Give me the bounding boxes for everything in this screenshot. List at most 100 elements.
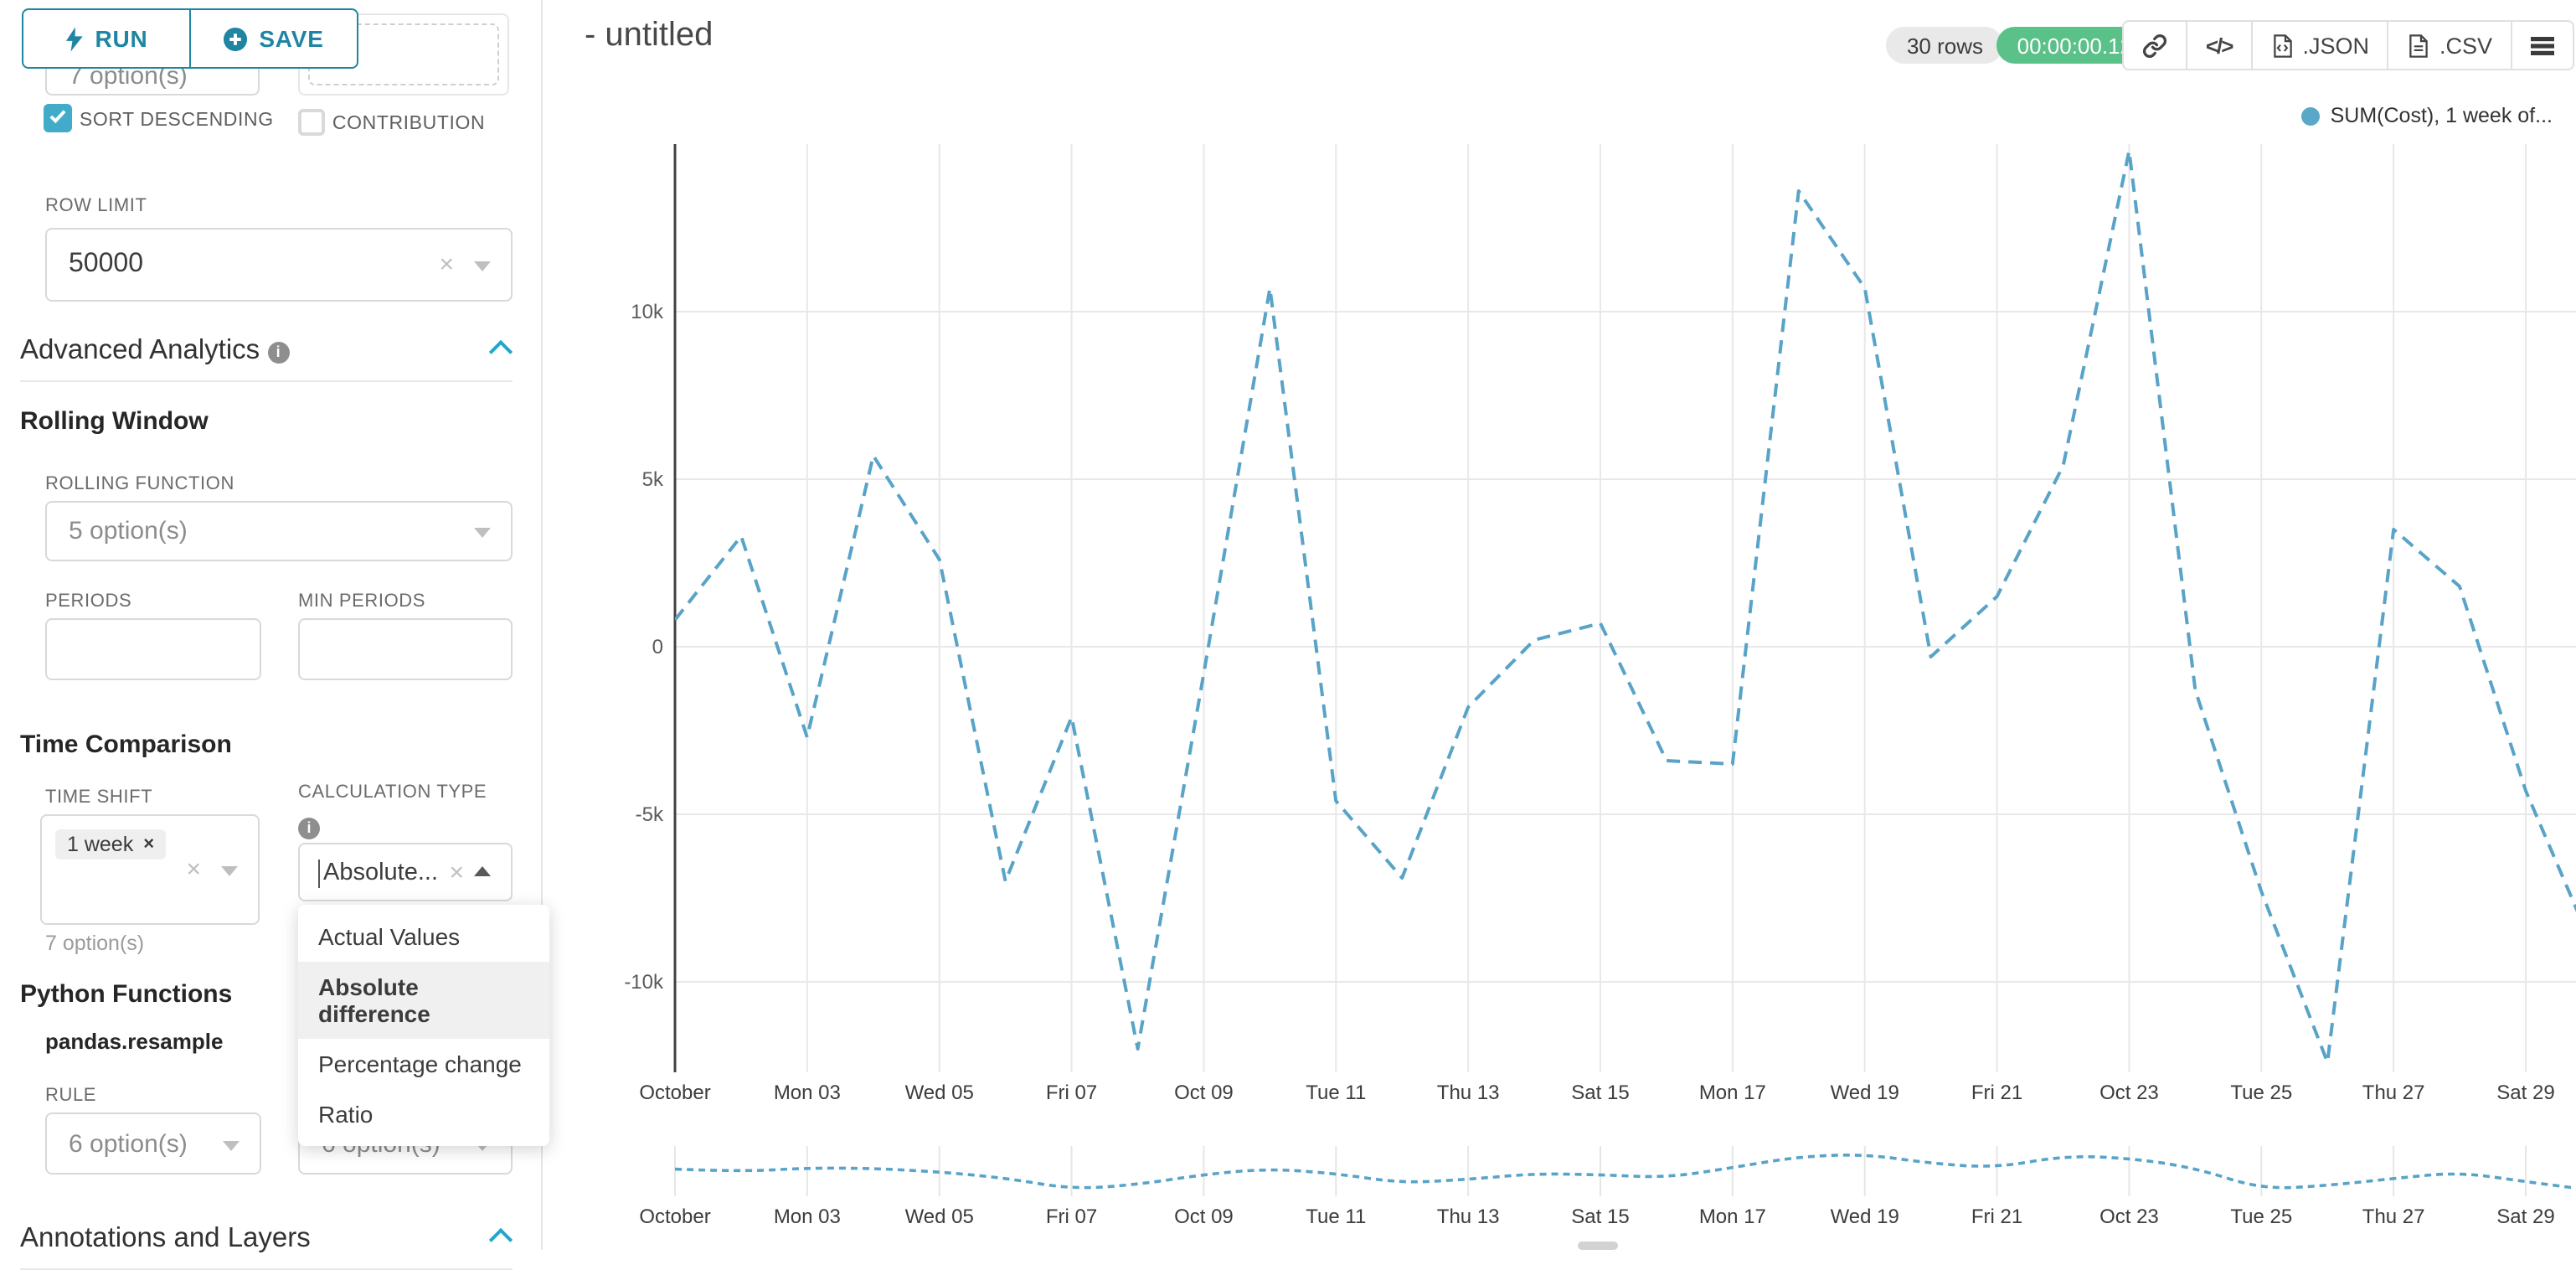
preview-x-label: Mon 03 [774,1205,841,1228]
lightning-icon [65,26,83,51]
min-periods-label: MIN PERIODS [298,591,426,612]
dropdown-option[interactable]: Absolute difference [298,962,549,1039]
checkmark-icon [49,110,66,124]
preview-x-label: Wed 05 [905,1205,974,1228]
x-axis-label: Wed 19 [1831,1082,1899,1104]
x-axis-label: Tue 25 [2230,1082,2292,1104]
x-axis-label: Fri 21 [1971,1082,2022,1104]
chevron-down-icon[interactable] [474,261,491,271]
chevron-down-icon[interactable] [474,528,491,538]
min-periods-input[interactable] [298,618,513,680]
rule-label: RULE [45,1086,97,1106]
chart-panel: - untitled 30 rows 00:00:00.12 </> .JSON [543,0,2576,1250]
preview-x-label: Tue 25 [2230,1205,2292,1228]
chevron-up-icon[interactable] [488,339,513,364]
sort-descending-checkbox-row[interactable]: SORT DESCENDING [44,104,278,136]
preview-x-label: October [639,1205,710,1228]
y-axis-label: 0 [652,636,663,658]
calculation-type-info: i [298,813,320,843]
x-axis-label: Sat 29 [2496,1082,2554,1104]
x-axis-label: Mon 03 [774,1082,841,1104]
calculation-type-select[interactable]: Absolute... × [298,843,513,901]
page-title: - untitled [585,17,714,54]
y-axis-label: 5k [642,468,664,491]
run-button[interactable]: RUN [22,8,191,69]
x-axis-label: Mon 17 [1699,1082,1766,1104]
text-cursor [318,860,320,888]
remove-tag-icon[interactable]: × [143,834,155,854]
rolling-window-title: Rolling Window [20,407,209,436]
y-axis-label: 10k [631,301,664,323]
annotations-header[interactable]: Annotations and Layers [20,1223,513,1255]
row-limit-value: 50000 [69,250,143,278]
chevron-up-icon[interactable] [488,1227,513,1252]
legend-dot [2301,106,2321,125]
advanced-analytics-header[interactable]: Advanced Analytics i [20,335,513,367]
main-series-line [675,149,2576,1064]
time-shift-helper: 7 option(s) [45,932,145,955]
chart-actions-toolbar: </> .JSON .CSV [2121,20,2574,70]
chevron-up-icon[interactable] [474,865,491,875]
time-shift-label: TIME SHIFT [45,787,153,808]
save-button[interactable]: SAVE [188,8,358,69]
clear-icon[interactable]: × [449,858,464,886]
y-axis-label: -5k [636,803,664,826]
chevron-down-icon[interactable] [221,866,238,876]
info-icon: i [267,342,290,364]
hamburger-menu-icon [2531,36,2554,54]
legend-item[interactable]: SUM(Cost), 1 week of... [2301,104,2553,127]
preview-x-label: Tue 11 [1306,1205,1366,1228]
time-comparison-title: Time Comparison [20,731,232,759]
calculation-type-dropdown: Actual Values Absolute difference Percenta… [298,905,549,1146]
save-button-label: SAVE [259,25,324,52]
info-icon: i [298,818,320,839]
preview-x-label: Oct 23 [2099,1205,2159,1228]
x-axis-label: Oct 23 [2099,1082,2159,1104]
copy-link-button[interactable] [2124,22,2187,69]
timer-badge: 00:00:00.12 [1996,27,2152,64]
x-axis-label: Thu 13 [1437,1082,1500,1104]
rolling-function-label: ROLLING FUNCTION [45,474,234,494]
resize-handle[interactable] [1578,1242,1618,1250]
export-csv-button[interactable]: .CSV [2389,22,2512,69]
contribution-checkbox-row[interactable]: CONTRIBUTION [298,107,541,137]
time-shift-tag[interactable]: 1 week × [55,829,167,860]
rolling-function-value: 5 option(s) [69,517,188,545]
preview-x-label: Fri 21 [1971,1205,2022,1228]
row-limit-select[interactable]: 50000 × [45,228,513,302]
calculation-type-label: CALCULATION TYPE [298,782,487,803]
contribution-checkbox[interactable] [298,109,325,136]
rule-select[interactable]: 6 option(s) [45,1113,261,1174]
json-file-icon [2273,34,2292,57]
preview-x-label: Sat 29 [2496,1205,2554,1228]
periods-label: PERIODS [45,591,132,612]
time-shift-tag-label: 1 week [67,833,134,856]
dropdown-option[interactable]: Percentage change [318,1051,522,1077]
chevron-down-icon[interactable] [223,1140,240,1150]
sort-descending-checkbox[interactable] [44,104,72,132]
annotations-title: Annotations and Layers [20,1223,311,1253]
clear-icon[interactable]: × [439,250,454,279]
x-axis-label: Thu 27 [2362,1082,2425,1104]
export-json-button[interactable]: .JSON [2252,22,2389,69]
python-function-name: pandas.resample [45,1029,224,1054]
dropdown-option[interactable]: Actual Values [318,923,461,950]
periods-input[interactable] [45,618,261,680]
python-functions-title: Python Functions [20,980,233,1009]
x-axis-label: Fri 07 [1046,1082,1097,1104]
time-shift-select[interactable]: 1 week × × [40,814,260,925]
link-icon [2142,34,2166,57]
preview-x-label: Thu 27 [2362,1205,2425,1228]
preview-x-label: Oct 09 [1174,1205,1234,1228]
view-query-button[interactable]: </> [2187,22,2253,69]
export-json-label: .JSON [2302,33,2369,58]
code-icon: </> [2205,33,2234,58]
control-panel-sidebar: 7 option(s) RUN SAVE SORT DESCENDING CON… [0,0,549,1270]
run-save-button-group: RUN SAVE [22,8,358,69]
x-axis-label: Wed 05 [905,1082,974,1104]
dropdown-option[interactable]: Ratio [318,1101,374,1128]
more-menu-button[interactable] [2512,22,2573,69]
rolling-function-select[interactable]: 5 option(s) [45,501,513,561]
clear-icon[interactable]: × [186,855,201,884]
y-axis-label: -10k [624,971,664,994]
